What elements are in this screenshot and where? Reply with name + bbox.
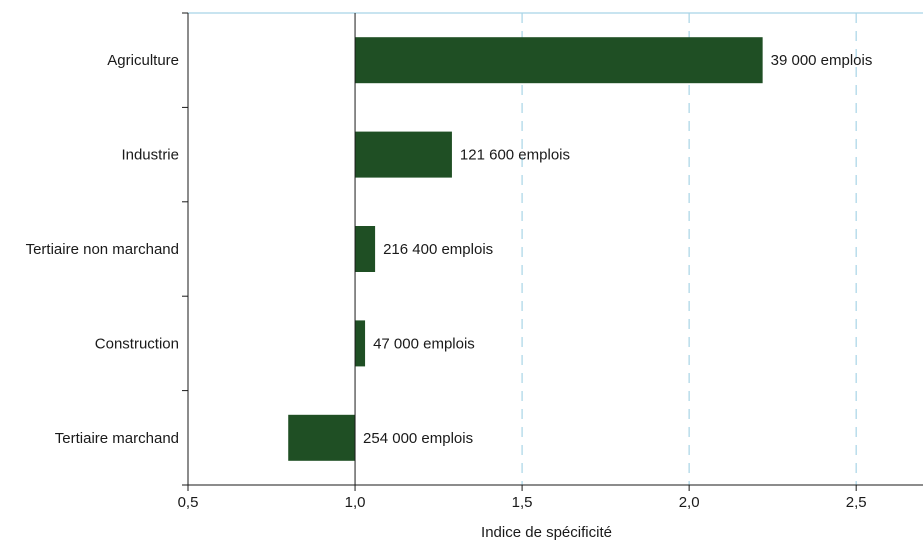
x-axis-title: Indice de spécificité [481, 524, 612, 541]
category-label-0: Agriculture [107, 52, 179, 69]
y-axis [182, 12, 189, 486]
category-label-4: Tertiaire marchand [55, 430, 179, 447]
x-axis: 0,5 1,0 1,5 2,0 2,5 [178, 484, 923, 511]
x-tick-label-3: 2,0 [679, 494, 700, 511]
category-labels: Agriculture Industrie Tertiaire non marcha… [26, 52, 179, 447]
bar-label-3: 47 000 emplois [373, 335, 475, 352]
x-tick-label-1: 1,0 [345, 494, 366, 511]
bar-2 [355, 226, 376, 272]
bar-4 [288, 414, 356, 461]
category-label-3: Construction [95, 335, 179, 352]
category-label-2: Tertiaire non marchand [26, 241, 179, 258]
bar-label-2: 216 400 emplois [383, 241, 493, 258]
bar-label-0: 39 000 emplois [771, 52, 873, 69]
category-label-1: Industrie [121, 147, 179, 164]
bar-3 [355, 320, 366, 367]
bar-0 [355, 37, 763, 84]
bar-1 [355, 131, 452, 178]
bar-label-1: 121 600 emplois [460, 147, 570, 164]
bars [288, 37, 763, 461]
bar-label-4: 254 000 emplois [363, 430, 473, 447]
x-tick-label-2: 1,5 [512, 494, 533, 511]
bar-labels: 39 000 emplois 121 600 emplois 216 400 emp… [363, 52, 872, 447]
x-tick-label-4: 2,5 [846, 494, 867, 511]
x-tick-label-0: 0,5 [178, 494, 199, 511]
grid-lines [521, 13, 857, 485]
